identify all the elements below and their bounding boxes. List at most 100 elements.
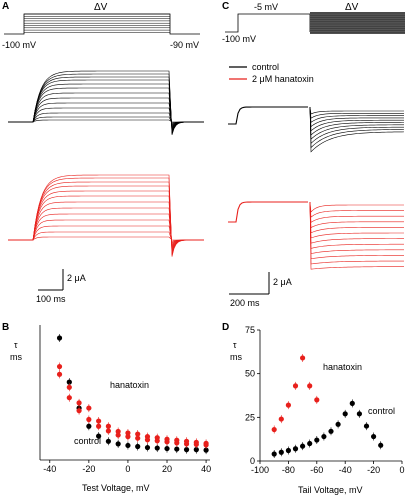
current-trace xyxy=(8,225,204,244)
y-tick-label: 0 xyxy=(250,456,255,466)
data-point xyxy=(300,355,306,361)
data-point xyxy=(66,395,72,401)
data-point xyxy=(86,405,92,411)
data-point xyxy=(144,437,151,443)
data-point xyxy=(285,402,291,408)
protocol-outline xyxy=(4,13,200,35)
panel-d-annotation-hanatoxin: hanatoxin xyxy=(323,362,362,372)
data-point xyxy=(105,423,111,429)
panel-a-hanatoxin-traces xyxy=(8,174,204,257)
data-point xyxy=(278,416,284,422)
tail-trace xyxy=(309,201,404,265)
tail-trace xyxy=(309,201,404,234)
panel-c-step-label: ΔV xyxy=(345,2,359,13)
data-point xyxy=(66,379,72,385)
panel-c-prepulse-label: -5 mV xyxy=(254,2,278,12)
data-point xyxy=(183,447,190,453)
panel-a-tail-label: -90 mV xyxy=(170,40,199,50)
panel-d-points xyxy=(271,353,384,459)
data-point xyxy=(154,438,160,444)
tail-trace xyxy=(309,201,404,213)
tail-trace xyxy=(309,201,404,229)
panel-d-annotation-control: control xyxy=(368,406,395,416)
data-point xyxy=(183,441,190,447)
data-point xyxy=(307,440,313,447)
data-point xyxy=(135,443,141,450)
current-trace xyxy=(8,213,204,247)
tail-trace xyxy=(309,106,404,128)
panel-b-xlabel: Test Voltage, mV xyxy=(82,483,150,493)
prepulse-trace xyxy=(228,106,308,125)
panel-c-scale-current: 2 μA xyxy=(273,277,292,287)
data-point xyxy=(174,440,180,446)
prepulse-trace xyxy=(228,201,308,223)
data-point xyxy=(300,443,306,449)
data-point xyxy=(105,438,111,444)
panel-b-annotation-control: control xyxy=(74,436,101,446)
current-trace xyxy=(8,236,204,241)
data-point xyxy=(76,408,82,414)
panel-a-scale-current: 2 μA xyxy=(67,273,86,283)
panel-d-ylabel-unit: ms xyxy=(230,352,242,362)
tail-trace xyxy=(309,201,405,249)
current-trace xyxy=(8,70,204,136)
data-point xyxy=(292,383,299,389)
data-point xyxy=(321,433,327,440)
legend-control-label: control xyxy=(252,62,279,72)
data-point xyxy=(335,421,341,427)
tail-trace xyxy=(309,106,404,119)
x-tick-label: -40 xyxy=(43,464,56,474)
panel-a-scale-time: 100 ms xyxy=(36,294,66,304)
panel-a-control-traces xyxy=(8,70,204,136)
data-point xyxy=(86,416,92,423)
data-point xyxy=(328,428,334,434)
data-point xyxy=(371,433,377,440)
panel-c-letter: C xyxy=(222,1,229,12)
data-point xyxy=(292,446,299,452)
current-trace xyxy=(8,201,204,250)
tail-trace xyxy=(309,201,405,270)
panel-d-axes: -100 -80 -60 -40 -20 0 0 25 50 75 xyxy=(245,325,405,475)
panel-a: A ΔV -100 mV -90 mV 2 μA 100 ms xyxy=(2,1,204,304)
data-point xyxy=(96,433,102,439)
data-point xyxy=(174,446,180,452)
tail-trace xyxy=(309,106,405,153)
current-trace xyxy=(8,119,204,123)
tail-trace xyxy=(309,106,404,123)
data-point xyxy=(378,442,384,448)
data-point xyxy=(349,400,355,406)
panel-c-legend: control 2 μM hanatoxin xyxy=(229,62,314,84)
tail-trace xyxy=(309,106,405,149)
data-point xyxy=(66,384,72,390)
tail-trace xyxy=(309,201,404,244)
panel-d: D -100 -80 -60 -40 -20 0 0 25 50 75 τ ms Tail Vol… xyxy=(222,322,405,495)
tail-trace xyxy=(309,201,404,239)
data-point xyxy=(76,400,82,406)
data-point xyxy=(144,444,151,451)
data-point xyxy=(56,363,63,370)
data-point xyxy=(115,432,121,438)
data-point xyxy=(135,435,141,441)
tail-trace xyxy=(309,106,404,115)
data-point xyxy=(285,447,291,454)
current-trace xyxy=(8,231,204,242)
panel-c-voltage-protocol xyxy=(225,12,405,34)
y-tick-label: 25 xyxy=(245,412,255,422)
panel-d-ylabel-tau: τ xyxy=(233,340,237,350)
tail-trace xyxy=(309,106,404,140)
data-point xyxy=(86,423,92,429)
data-point xyxy=(56,371,63,377)
data-point xyxy=(56,335,63,341)
data-point xyxy=(135,431,141,437)
tail-trace xyxy=(309,106,404,136)
data-point xyxy=(154,445,160,451)
x-tick-label: -40 xyxy=(339,465,352,475)
panel-b-letter: B xyxy=(2,322,9,333)
current-trace xyxy=(8,102,204,127)
x-tick-label: -80 xyxy=(282,465,295,475)
current-trace xyxy=(8,219,204,245)
panel-a-letter: A xyxy=(2,1,9,12)
data-point xyxy=(271,426,277,433)
panel-a-scale-bar xyxy=(38,269,64,291)
